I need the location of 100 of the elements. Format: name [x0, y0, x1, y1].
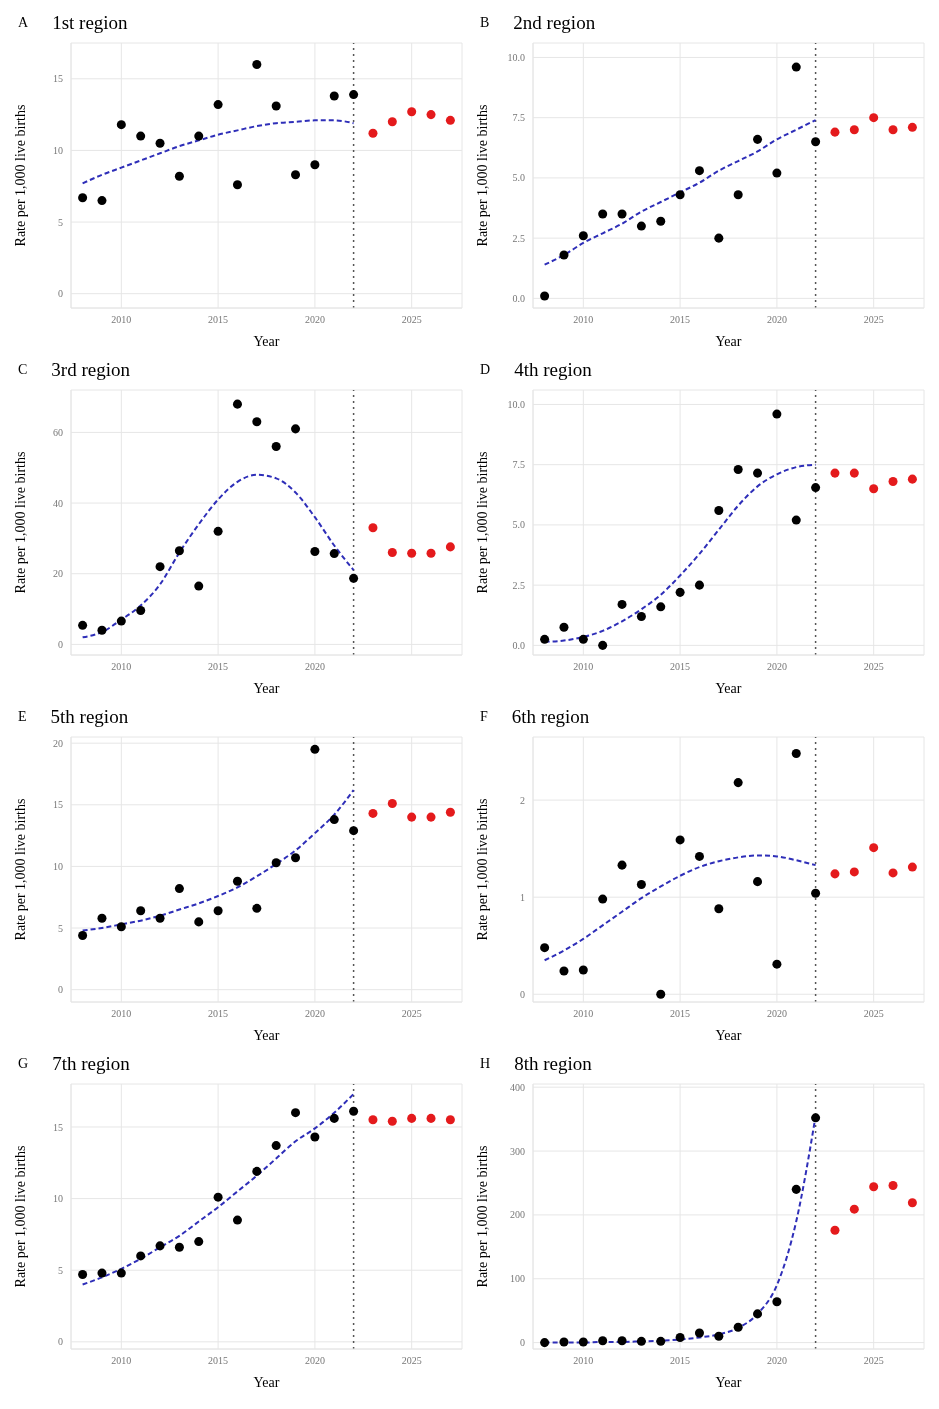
point: [888, 1181, 898, 1191]
point: [811, 1113, 821, 1123]
x-tick-label: 2010: [111, 1008, 132, 1020]
y-axis-title: Rate per 1,000 live births: [12, 451, 28, 594]
point: [791, 515, 801, 525]
chart-title: 6th region: [511, 706, 590, 728]
point: [753, 468, 763, 478]
x-tick-label: 2010: [573, 661, 594, 673]
x-tick-label: 2025: [401, 1008, 422, 1020]
y-axis-title: Rate per 1,000 live births: [12, 104, 28, 247]
point: [675, 1333, 685, 1343]
y-tick-label: 5: [58, 216, 63, 228]
point: [694, 1328, 704, 1338]
point: [636, 221, 646, 231]
y-tick-label: 0: [58, 984, 63, 996]
point: [811, 888, 821, 898]
point: [849, 867, 859, 877]
x-tick-label: 2010: [111, 661, 132, 673]
point: [675, 835, 685, 845]
x-tick-label: 2010: [111, 1355, 132, 1367]
point: [656, 989, 666, 999]
point: [811, 137, 821, 147]
x-axis-title: Year: [253, 1375, 280, 1390]
point: [136, 131, 146, 141]
x-axis-title: Year: [715, 334, 742, 349]
point: [97, 625, 107, 635]
line-series: [543, 119, 817, 266]
y-tick-label: 200: [510, 1209, 525, 1221]
point: [617, 209, 627, 219]
point: [194, 917, 204, 927]
point: [811, 483, 821, 493]
x-tick-label: 2010: [573, 1355, 594, 1367]
x-tick-label: 2025: [863, 1355, 884, 1367]
point: [830, 468, 840, 478]
point: [791, 749, 801, 759]
point: [849, 125, 859, 135]
point: [426, 812, 436, 822]
y-axis-title: Rate per 1,000 live births: [474, 798, 490, 941]
point: [291, 853, 301, 863]
point: [368, 128, 378, 138]
y-tick-label: 20: [53, 568, 63, 580]
point: [714, 904, 724, 914]
point: [559, 966, 569, 976]
point: [252, 1166, 262, 1176]
point: [116, 922, 126, 932]
chart-title: 2nd region: [513, 12, 596, 34]
chart-title: 8th region: [514, 1053, 592, 1075]
point: [617, 860, 627, 870]
line-series: [543, 854, 817, 962]
point: [291, 1108, 301, 1118]
point: [78, 930, 88, 940]
y-tick-label: 0.0: [512, 292, 525, 304]
y-axis-title: Rate per 1,000 live births: [12, 1145, 28, 1288]
point: [694, 851, 704, 861]
chart-title: 7th region: [52, 1053, 130, 1075]
y-tick-label: 15: [53, 799, 63, 811]
y-axis-title: Rate per 1,000 live births: [474, 451, 490, 594]
x-axis-title: Year: [715, 681, 742, 696]
x-tick-label: 2020: [766, 314, 787, 326]
point: [387, 548, 397, 558]
point: [753, 134, 763, 144]
point: [540, 1338, 550, 1348]
point: [656, 1336, 666, 1346]
point: [194, 1237, 204, 1247]
text: D: [480, 362, 491, 378]
point: [578, 965, 588, 975]
point: [907, 122, 917, 132]
point: [116, 120, 126, 130]
point: [578, 634, 588, 644]
y-tick-label: 0: [520, 988, 525, 1000]
point: [97, 913, 107, 923]
point: [578, 1337, 588, 1347]
point: [349, 573, 359, 583]
point: [445, 807, 455, 817]
point: [368, 808, 378, 818]
chart-title: 4th region: [514, 359, 592, 381]
point: [559, 1337, 569, 1347]
point: [445, 1115, 455, 1125]
chart-title: 5th region: [50, 706, 129, 728]
point: [174, 1242, 184, 1252]
point: [830, 127, 840, 137]
line-series: [81, 119, 355, 185]
point: [772, 959, 782, 969]
point: [387, 117, 397, 127]
y-tick-label: 300: [510, 1145, 525, 1157]
x-tick-label: 2015: [670, 1355, 691, 1367]
x-tick-label: 2020: [304, 661, 325, 673]
x-axis-title: Year: [253, 334, 280, 349]
x-axis-title: Year: [253, 1028, 280, 1043]
point: [733, 1322, 743, 1332]
y-tick-label: 10: [53, 860, 63, 872]
point: [368, 1115, 378, 1125]
point: [78, 620, 88, 630]
point: [291, 424, 301, 434]
point: [617, 1336, 627, 1346]
x-tick-label: 2020: [766, 1355, 787, 1367]
point: [426, 1113, 436, 1123]
x-tick-label: 2025: [401, 314, 422, 326]
text: C: [18, 362, 28, 378]
point: [888, 125, 898, 135]
